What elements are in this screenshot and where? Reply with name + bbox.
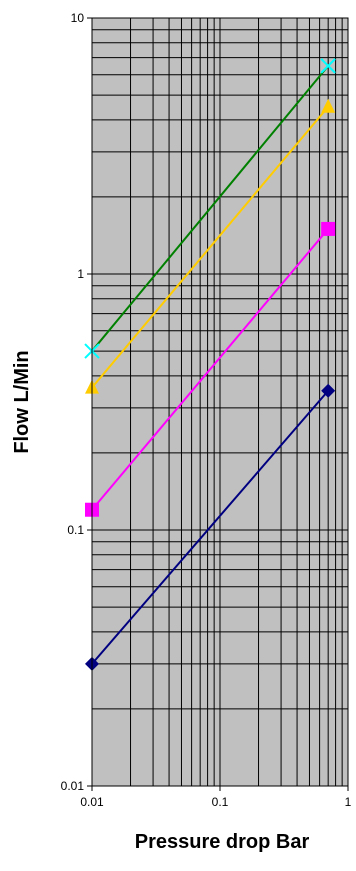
series-line bbox=[91, 228, 329, 511]
series-layer bbox=[84, 58, 336, 671]
diamond-marker bbox=[321, 383, 336, 398]
tick-labels: 0.01 0.1 1 10 0.01 0.1 1 bbox=[61, 11, 352, 809]
series-line bbox=[91, 65, 329, 352]
y-tick-label: 1 bbox=[77, 267, 84, 281]
square-marker bbox=[321, 221, 336, 236]
axes bbox=[87, 17, 349, 791]
grid bbox=[91, 18, 348, 787]
x-axis-title: Pressure drop Bar bbox=[135, 831, 310, 853]
x-tick-label: 0.01 bbox=[80, 795, 104, 809]
y-tick-label: 0.01 bbox=[61, 779, 85, 793]
y-axis-title: Flow L/Min bbox=[11, 350, 33, 453]
y-tick-label: 0.1 bbox=[67, 523, 84, 537]
x-marker bbox=[320, 58, 336, 74]
y-tick-label: 10 bbox=[71, 11, 85, 25]
x-tick-label: 0.1 bbox=[212, 795, 229, 809]
series-line bbox=[91, 106, 329, 389]
x-tick-label: 1 bbox=[345, 795, 352, 809]
triangle-marker bbox=[321, 98, 336, 113]
series-line bbox=[91, 390, 329, 665]
